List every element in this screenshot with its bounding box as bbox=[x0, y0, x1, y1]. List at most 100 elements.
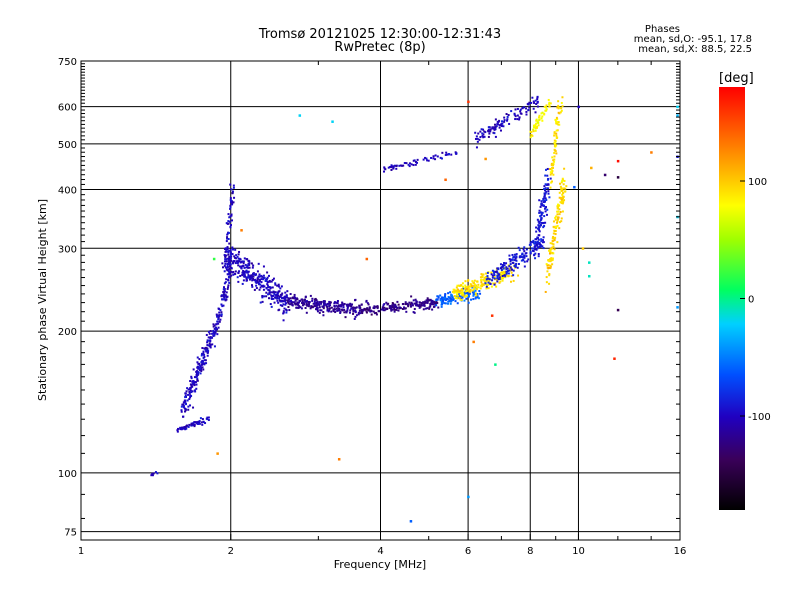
data-point bbox=[228, 258, 231, 261]
data-point bbox=[190, 423, 193, 426]
data-point bbox=[482, 136, 485, 139]
data-point bbox=[546, 208, 549, 211]
data-point bbox=[293, 302, 296, 305]
data-point bbox=[473, 279, 476, 282]
data-point bbox=[540, 240, 543, 243]
data-point bbox=[357, 311, 360, 314]
data-point bbox=[366, 307, 369, 310]
data-point bbox=[180, 409, 183, 412]
data-point bbox=[201, 418, 204, 421]
data-point bbox=[535, 119, 538, 122]
y-tick-label: 300 bbox=[58, 244, 77, 255]
data-point bbox=[512, 279, 515, 282]
data-point bbox=[465, 294, 468, 297]
data-point bbox=[446, 302, 449, 305]
data-point bbox=[548, 274, 551, 277]
data-point bbox=[552, 232, 555, 235]
data-point bbox=[375, 313, 378, 316]
data-point bbox=[281, 300, 284, 303]
data-point bbox=[355, 306, 358, 309]
data-point bbox=[197, 420, 200, 423]
data-point bbox=[211, 336, 214, 339]
data-point bbox=[525, 248, 528, 251]
data-point bbox=[209, 337, 212, 340]
data-point bbox=[535, 103, 538, 106]
data-point bbox=[241, 274, 244, 277]
data-point bbox=[245, 276, 248, 279]
data-point bbox=[287, 302, 290, 305]
data-point bbox=[506, 115, 509, 118]
data-point bbox=[555, 116, 558, 119]
data-point bbox=[484, 157, 487, 161]
data-point bbox=[553, 134, 556, 137]
data-point bbox=[407, 163, 410, 166]
data-point bbox=[262, 285, 265, 288]
data-point bbox=[365, 299, 368, 302]
data-point bbox=[197, 422, 200, 425]
data-point bbox=[560, 181, 563, 184]
data-point bbox=[481, 276, 484, 279]
data-point bbox=[494, 118, 497, 121]
data-point bbox=[180, 410, 183, 413]
data-point bbox=[227, 213, 230, 216]
data-point bbox=[496, 277, 499, 280]
data-point bbox=[270, 295, 273, 298]
data-point bbox=[327, 310, 330, 313]
data-point bbox=[493, 283, 496, 286]
data-point bbox=[307, 305, 310, 308]
data-point bbox=[501, 263, 504, 266]
data-point bbox=[273, 292, 276, 295]
data-point bbox=[430, 302, 433, 305]
data-point bbox=[274, 296, 277, 299]
data-point bbox=[189, 404, 192, 407]
data-point bbox=[154, 471, 157, 474]
data-point bbox=[557, 216, 560, 219]
data-point bbox=[501, 279, 504, 282]
data-point bbox=[434, 158, 437, 161]
data-point bbox=[218, 320, 221, 323]
data-point bbox=[506, 119, 509, 122]
data-point bbox=[498, 119, 501, 122]
data-point bbox=[208, 332, 211, 335]
data-point bbox=[482, 278, 485, 281]
data-point bbox=[291, 304, 294, 307]
data-point bbox=[260, 284, 263, 287]
data-point bbox=[296, 298, 299, 301]
data-point bbox=[281, 292, 284, 295]
colorbar-label: [deg] bbox=[719, 71, 754, 86]
data-point bbox=[226, 237, 229, 240]
data-point bbox=[225, 266, 228, 269]
data-point bbox=[184, 392, 187, 395]
data-point bbox=[223, 290, 226, 293]
data-point bbox=[532, 128, 535, 131]
data-point bbox=[375, 305, 378, 308]
data-point bbox=[229, 201, 232, 204]
data-point bbox=[548, 105, 551, 108]
data-point bbox=[224, 250, 227, 253]
data-point bbox=[522, 106, 525, 109]
data-point bbox=[536, 244, 539, 247]
data-point bbox=[561, 193, 564, 196]
data-point bbox=[430, 156, 433, 159]
data-point bbox=[387, 166, 390, 169]
data-point bbox=[333, 301, 336, 304]
data-point bbox=[393, 164, 396, 167]
data-point bbox=[230, 274, 233, 277]
data-point bbox=[464, 290, 467, 293]
data-point bbox=[497, 120, 500, 123]
data-point bbox=[500, 277, 503, 280]
data-point bbox=[558, 208, 561, 211]
data-point bbox=[457, 294, 460, 297]
data-point bbox=[456, 302, 459, 305]
data-point bbox=[523, 260, 526, 263]
data-point bbox=[301, 300, 304, 303]
data-point bbox=[455, 290, 458, 293]
data-point bbox=[420, 302, 423, 305]
data-point bbox=[232, 184, 235, 187]
data-point bbox=[462, 287, 465, 290]
data-point bbox=[417, 304, 420, 307]
data-point bbox=[552, 243, 555, 246]
data-point bbox=[444, 297, 447, 300]
data-point bbox=[258, 280, 261, 283]
